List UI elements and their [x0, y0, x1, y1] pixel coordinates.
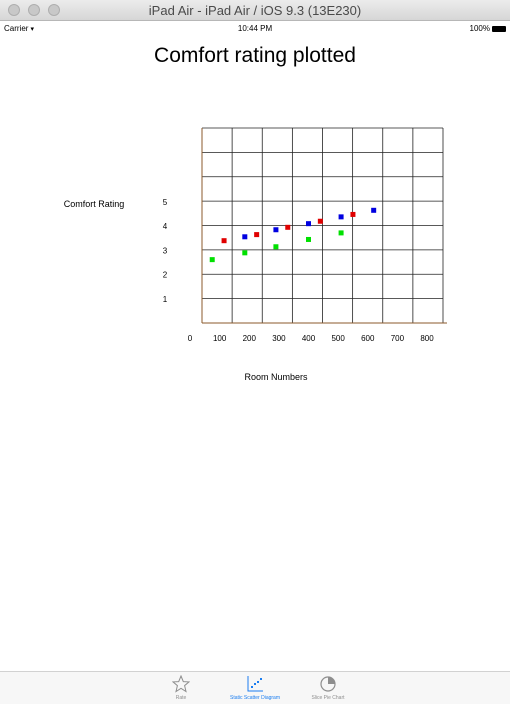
close-window-button[interactable] — [8, 4, 20, 16]
wifi-icon: ▾ — [30, 26, 34, 33]
battery-indicator: 100% — [470, 24, 506, 33]
data-point — [350, 211, 356, 217]
data-point — [254, 232, 260, 238]
carrier-text: Carrier — [4, 24, 29, 33]
data-point — [273, 244, 279, 250]
chart-title: Comfort rating plotted — [154, 44, 356, 67]
tab-bar: Rate Static Scatter Diagram Slice Pie Ch… — [0, 671, 510, 704]
data-point — [371, 207, 377, 213]
window-titlebar: iPad Air - iPad Air / iOS 9.3 (13E230) — [0, 0, 510, 21]
pie-chart-icon — [320, 676, 336, 692]
scatter-chart-icon — [247, 676, 263, 692]
x-tick-label: 600 — [361, 334, 375, 343]
star-icon — [172, 675, 190, 693]
y-tick-label: 2 — [163, 271, 168, 280]
data-point — [221, 238, 227, 244]
tab-pie-label: Slice Pie Chart — [311, 695, 345, 701]
scatter-chart: 0 100 200 300 400 500 600 700 800 1 2 3 4 5 Room Numbe… — [64, 127, 447, 382]
x-axis-label: Room Numbers — [244, 372, 308, 382]
data-point — [306, 236, 311, 242]
data-point — [317, 218, 323, 224]
window-title: iPad Air - iPad Air / iOS 9.3 (13E230) — [148, 3, 362, 18]
x-tick-label: 200 — [243, 334, 257, 343]
y-tick-label: 1 — [163, 295, 168, 304]
x-tick-label: 100 — [213, 334, 227, 343]
tab-rate[interactable]: Rate — [126, 674, 236, 701]
x-tick-label: 800 — [420, 334, 434, 343]
data-point — [273, 227, 279, 233]
x-tick-label: 0 — [188, 334, 193, 343]
x-tick-label: 700 — [391, 334, 405, 343]
minimize-window-button[interactable] — [28, 4, 40, 16]
x-tick-label: 300 — [272, 334, 286, 343]
data-point — [338, 230, 344, 236]
tab-pie-chart[interactable]: Slice Pie Chart — [273, 674, 383, 701]
tab-scatter-diagram[interactable]: Static Scatter Diagram — [200, 674, 310, 701]
x-tick-label: 500 — [331, 334, 345, 343]
status-time: 10:44 PM — [237, 24, 273, 33]
y-tick-label: 3 — [163, 246, 168, 255]
data-point — [338, 214, 344, 220]
tab-scatter-label: Static Scatter Diagram — [229, 695, 281, 701]
x-tick-label: 400 — [302, 334, 316, 343]
battery-icon — [492, 25, 506, 32]
data-point — [242, 250, 248, 256]
y-axis-label: Comfort Rating — [64, 199, 125, 209]
data-point — [242, 234, 248, 240]
battery-percent: 100% — [469, 24, 490, 33]
data-point — [306, 221, 311, 227]
zoom-window-button[interactable] — [48, 4, 60, 16]
status-bar: Carrier ▾ 10:44 PM 100% — [0, 21, 510, 35]
y-tick-label: 5 — [163, 198, 168, 207]
data-point — [209, 257, 215, 263]
data-point — [285, 224, 291, 230]
carrier-label: Carrier ▾ — [4, 24, 34, 33]
tab-rate-label: Rate — [175, 695, 187, 701]
y-tick-label: 4 — [163, 222, 168, 231]
